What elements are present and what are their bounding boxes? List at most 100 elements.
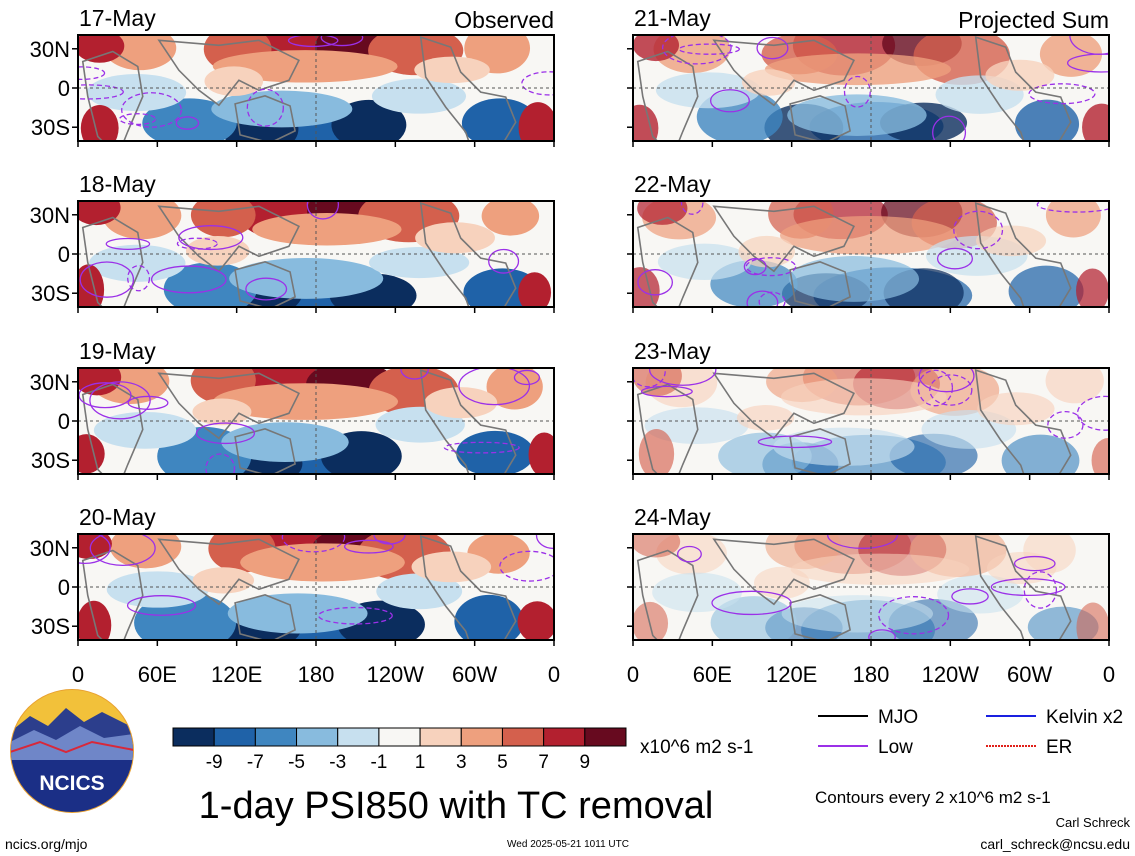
contour-line xyxy=(1023,571,1058,609)
continent-outline xyxy=(974,201,1072,307)
colorbar-tick-label: -3 xyxy=(329,752,346,773)
continent-outline xyxy=(81,383,144,474)
anomaly-region xyxy=(517,601,554,640)
contour-line xyxy=(127,395,169,410)
anomaly-region xyxy=(229,258,384,299)
colorbar-tick-label: 7 xyxy=(538,752,549,773)
contour-line xyxy=(246,88,284,127)
colorbar-swatch xyxy=(337,727,380,747)
footer-url[interactable]: ncics.org/mjo xyxy=(5,836,88,852)
x-tick-label: 120W xyxy=(922,662,980,687)
continent-outline xyxy=(234,594,296,640)
y-tick-label: 30N xyxy=(30,536,70,561)
legend-label-er: ER xyxy=(1046,737,1072,758)
contour-line xyxy=(745,257,797,277)
contour-line xyxy=(843,75,871,108)
continent-outline xyxy=(234,95,296,141)
x-tick-label: 0 xyxy=(72,662,84,687)
contour-line xyxy=(78,534,111,565)
anomaly-region xyxy=(977,392,1055,426)
colorbar-tick-label: 9 xyxy=(580,752,591,773)
footer-email[interactable]: carl_schreck@ncsu.edu xyxy=(980,836,1130,852)
contour-line xyxy=(176,237,218,250)
contour-line xyxy=(758,291,786,307)
contour-line xyxy=(953,210,1004,250)
anomaly-region xyxy=(424,387,498,419)
figure-title: 1-day PSI850 with TC removal xyxy=(199,785,714,827)
contour-line xyxy=(757,435,833,449)
contour-line xyxy=(127,265,151,292)
contour-line xyxy=(521,71,554,96)
anomaly-region xyxy=(1091,438,1109,474)
colorbar-swatch xyxy=(296,727,339,747)
panel-date: 24-May xyxy=(634,504,711,530)
anomaly-region xyxy=(89,244,186,282)
map-panel xyxy=(77,367,555,475)
y-tick-label: 30S xyxy=(31,115,70,140)
colorbar-tick-label: 3 xyxy=(456,752,467,773)
y-tick-label: 0 xyxy=(58,409,70,434)
anomaly-region xyxy=(754,566,810,599)
map-panel xyxy=(632,533,1110,641)
panel-date: 22-May xyxy=(634,171,711,197)
x-tick-label: 60E xyxy=(138,662,177,687)
footer-timestamp: Wed 2025-05-21 1011 UTC xyxy=(507,839,629,850)
anomaly-region xyxy=(78,434,105,474)
continent-outline xyxy=(974,35,1072,141)
anomaly-region xyxy=(78,368,122,396)
contour-line xyxy=(126,595,197,616)
anomaly-region xyxy=(211,90,353,128)
colorbar-swatch xyxy=(213,727,256,747)
anomaly-region xyxy=(528,432,554,474)
contour-line xyxy=(89,534,156,566)
colorbar-tick-label: -1 xyxy=(370,752,387,773)
continent-outline xyxy=(974,534,1072,640)
x-tick-label: 60E xyxy=(693,662,732,687)
y-tick-label: 30S xyxy=(31,281,70,306)
contour-line xyxy=(499,550,554,582)
anomaly-region xyxy=(481,201,540,236)
contour-line xyxy=(878,596,950,635)
x-tick-label: 0 xyxy=(548,662,560,687)
contour-line xyxy=(287,35,339,48)
continent-outline xyxy=(419,35,517,141)
contour-line xyxy=(709,89,750,113)
contour-line xyxy=(951,588,989,605)
colorbar-swatch xyxy=(172,727,215,747)
contour-line xyxy=(918,368,975,393)
continent-outline xyxy=(81,50,144,141)
contour-line xyxy=(1036,201,1109,213)
ncics-logo: NCICS xyxy=(10,689,134,813)
anomaly-region xyxy=(788,256,920,302)
contour-line xyxy=(868,629,896,640)
anomaly-region xyxy=(1039,35,1103,77)
continent-outline xyxy=(157,372,300,440)
anomaly-region xyxy=(78,600,112,640)
anomaly-region xyxy=(109,534,182,569)
contour-line xyxy=(121,92,182,128)
anomaly-region xyxy=(518,102,554,141)
y-tick-label: 30S xyxy=(31,448,70,473)
anomaly-region xyxy=(78,35,125,63)
map-panel xyxy=(77,200,555,308)
anomaly-region xyxy=(937,575,1024,614)
colorbar-swatch xyxy=(501,727,545,747)
anomaly-region xyxy=(212,383,399,420)
continent-outline xyxy=(81,549,144,640)
contour-line xyxy=(1028,83,1096,105)
continent-outline xyxy=(712,205,855,273)
anomaly-region xyxy=(1001,434,1080,474)
contour-line xyxy=(178,225,244,251)
contour-note: Contours every 2 x10^6 m2 s-1 xyxy=(815,788,1051,807)
anomaly-region xyxy=(190,201,256,238)
legend-label-kelvin: Kelvin x2 xyxy=(1046,707,1123,728)
column-header: Observed xyxy=(454,7,554,33)
contour-line xyxy=(78,66,106,81)
contour-line xyxy=(317,606,393,625)
panel-date: 23-May xyxy=(634,338,711,364)
contour-line xyxy=(746,290,779,307)
contour-line xyxy=(343,539,394,554)
colorbar-tick-label: 5 xyxy=(497,752,508,773)
contour-line xyxy=(79,261,135,298)
y-tick-label: 30N xyxy=(30,370,70,395)
